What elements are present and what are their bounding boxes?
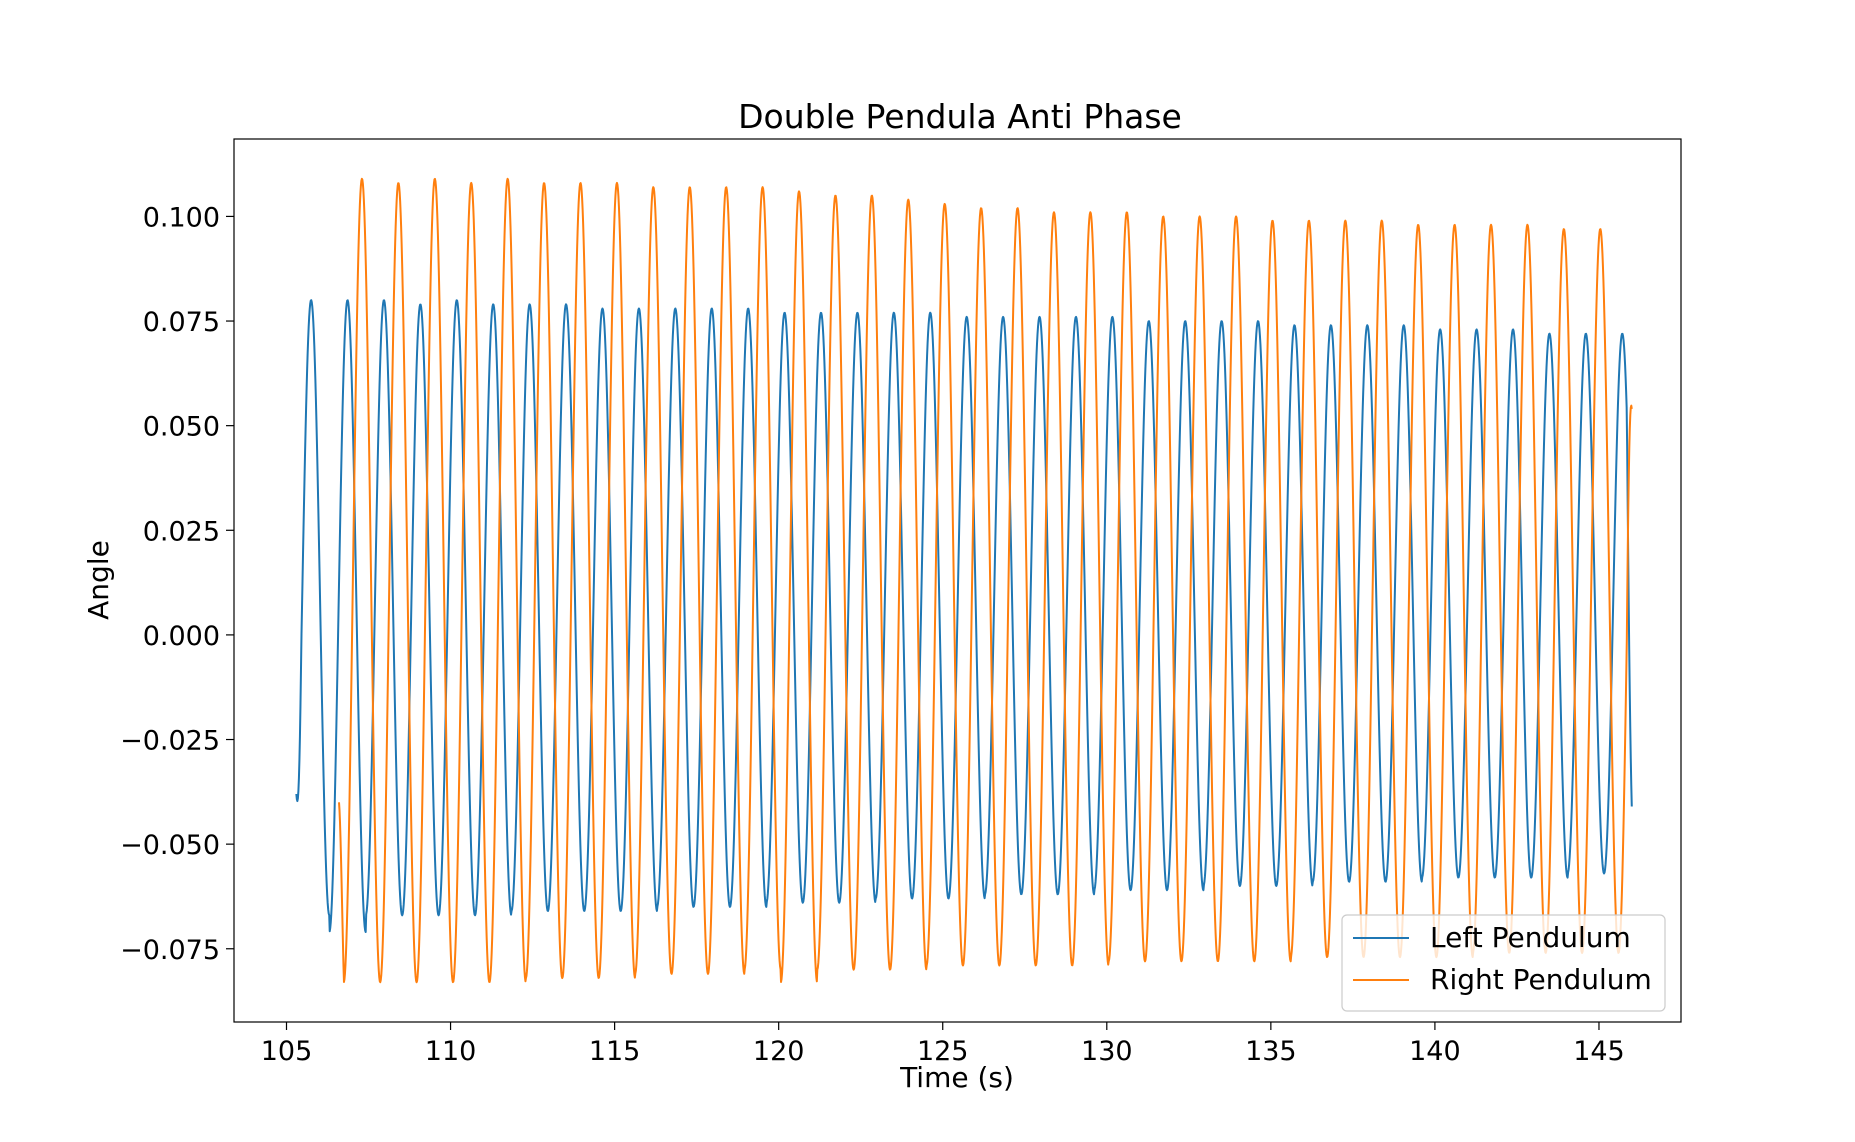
x-tick-label: 145 (1573, 1036, 1625, 1067)
chart-title: Double Pendula Anti Phase (738, 97, 1182, 136)
x-axis-label: Time (s) (899, 1061, 1014, 1094)
x-tick-label: 115 (589, 1036, 641, 1067)
y-tick-label: −0.075 (120, 935, 220, 966)
plot-frame (233, 138, 1682, 1023)
x-axis: 105 110 115 120 125 130 135 140 145 (261, 1022, 1625, 1067)
y-tick-label: 0.000 (143, 621, 220, 652)
legend-box (1341, 914, 1666, 1012)
series-line-right-pendulum (338, 177, 1633, 984)
x-tick-label: 105 (261, 1036, 313, 1067)
x-tick-label: 130 (1081, 1036, 1133, 1067)
y-tick-label: 0.075 (143, 307, 220, 338)
y-tick-label: 0.050 (143, 412, 220, 443)
legend-label-right-pendulum: Right Pendulum (1430, 963, 1652, 996)
y-tick-label: −0.050 (120, 830, 220, 861)
x-tick-label: 110 (425, 1036, 477, 1067)
legend-label-left-pendulum: Left Pendulum (1430, 921, 1631, 954)
x-tick-label: 120 (753, 1036, 805, 1067)
y-tick-label: 0.025 (143, 516, 220, 547)
y-axis: −0.075 −0.050 −0.025 0.000 0.025 0.050 0.075 0.… (120, 202, 234, 966)
legend: Left Pendulum Right Pendulum (1341, 914, 1666, 1012)
y-tick-label: −0.025 (120, 726, 220, 757)
x-tick-label: 125 (917, 1036, 969, 1067)
x-tick-label: 140 (1409, 1036, 1461, 1067)
x-tick-label: 135 (1245, 1036, 1297, 1067)
y-axis-label: Angle (82, 540, 115, 620)
y-tick-label: 0.100 (143, 202, 220, 233)
series-layer (295, 177, 1633, 984)
